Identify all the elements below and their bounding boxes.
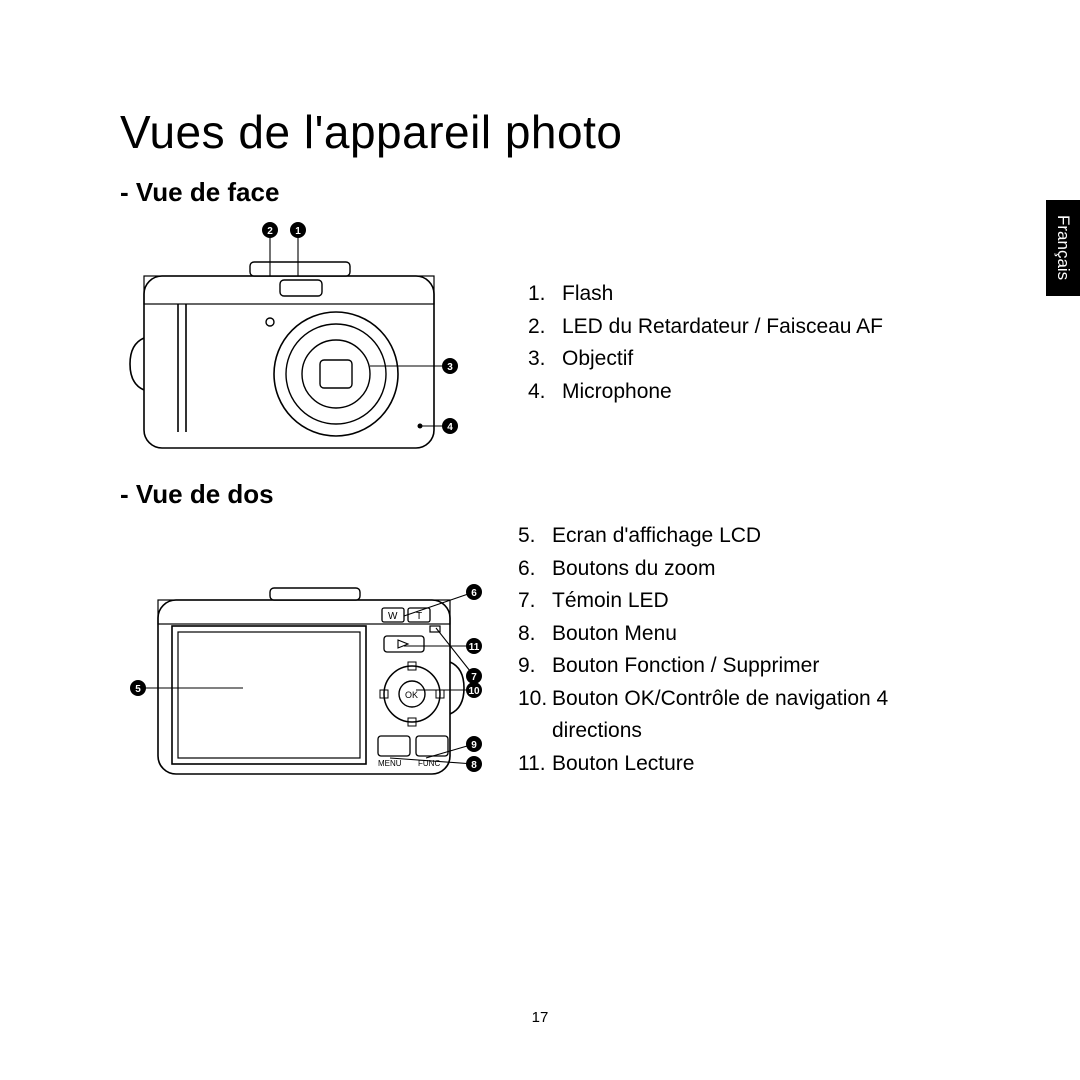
front-item: 3.Objectif [528, 343, 883, 376]
svg-text:MENU: MENU [378, 759, 402, 768]
svg-text:6: 6 [471, 588, 477, 599]
back-item-label: Bouton Lecture [552, 748, 694, 781]
front-item-label: Objectif [562, 343, 633, 376]
svg-text:10: 10 [468, 686, 480, 697]
back-item: 10.Bouton OK/Contrôle de navigation 4 di… [518, 683, 938, 748]
page-content: Vues de l'appareil photo - Vue de face [120, 105, 940, 825]
svg-text:11: 11 [469, 642, 480, 653]
front-item-label: Flash [562, 278, 613, 311]
svg-text:3: 3 [447, 362, 453, 373]
front-item: 2.LED du Retardateur / Faisceau AF [528, 311, 883, 344]
svg-text:W: W [388, 611, 398, 622]
back-item-number: 10. [518, 683, 552, 716]
back-item-number: 8. [518, 618, 552, 651]
back-item-label: Bouton Fonction / Supprimer [552, 650, 819, 683]
back-item-number: 11. [518, 748, 552, 781]
back-item-label: Bouton OK/Contrôle de navigation 4 direc… [552, 683, 938, 748]
front-diagram: 2 1 3 4 [120, 218, 500, 463]
svg-text:7: 7 [471, 672, 477, 683]
back-row: W T OK [120, 520, 940, 811]
front-item: 1.Flash [528, 278, 883, 311]
front-item-number: 1. [528, 278, 562, 311]
back-item-label: Boutons du zoom [552, 553, 715, 586]
back-item: 11.Bouton Lecture [518, 748, 938, 781]
front-item-number: 4. [528, 376, 562, 409]
back-list: 5.Ecran d'affichage LCD6.Boutons du zoom… [518, 520, 938, 780]
back-item: 6.Boutons du zoom [518, 553, 938, 586]
front-item-label: Microphone [562, 376, 672, 409]
camera-front-svg: 2 1 3 4 [120, 218, 500, 458]
back-item-label: Témoin LED [552, 585, 669, 618]
svg-text:9: 9 [471, 740, 477, 751]
manual-page: Français Vues de l'appareil photo - Vue … [0, 0, 1080, 1080]
back-item: 5.Ecran d'affichage LCD [518, 520, 938, 553]
front-heading: - Vue de face [120, 177, 940, 208]
front-item-number: 2. [528, 311, 562, 344]
back-item-label: Bouton Menu [552, 618, 677, 651]
front-list: 1.Flash2.LED du Retardateur / Faisceau A… [528, 278, 883, 408]
svg-text:1: 1 [295, 226, 301, 237]
svg-text:T: T [416, 611, 422, 622]
svg-text:OK: OK [405, 690, 418, 700]
page-title: Vues de l'appareil photo [120, 105, 940, 159]
back-item: 9.Bouton Fonction / Supprimer [518, 650, 938, 683]
front-row: 2 1 3 4 1.Flash2.LED du Retardateur / Faisc… [120, 218, 940, 463]
language-tab: Français [1046, 200, 1080, 296]
front-item: 4.Microphone [528, 376, 883, 409]
back-item-number: 5. [518, 520, 552, 553]
svg-text:4: 4 [447, 422, 453, 433]
back-heading: - Vue de dos [120, 479, 940, 510]
front-item-label: LED du Retardateur / Faisceau AF [562, 311, 883, 344]
svg-text:5: 5 [135, 684, 141, 695]
svg-text:8: 8 [471, 760, 477, 771]
back-item-number: 6. [518, 553, 552, 586]
back-item-number: 9. [518, 650, 552, 683]
svg-text:2: 2 [267, 226, 273, 237]
back-item-label: Ecran d'affichage LCD [552, 520, 761, 553]
back-item: 7.Témoin LED [518, 585, 938, 618]
page-number: 17 [0, 1009, 1080, 1026]
back-item-number: 7. [518, 585, 552, 618]
back-item: 8.Bouton Menu [518, 618, 938, 651]
camera-back-svg: W T OK [120, 566, 490, 806]
front-item-number: 3. [528, 343, 562, 376]
back-diagram: W T OK [120, 566, 490, 811]
language-tab-label: Français [1053, 215, 1073, 280]
